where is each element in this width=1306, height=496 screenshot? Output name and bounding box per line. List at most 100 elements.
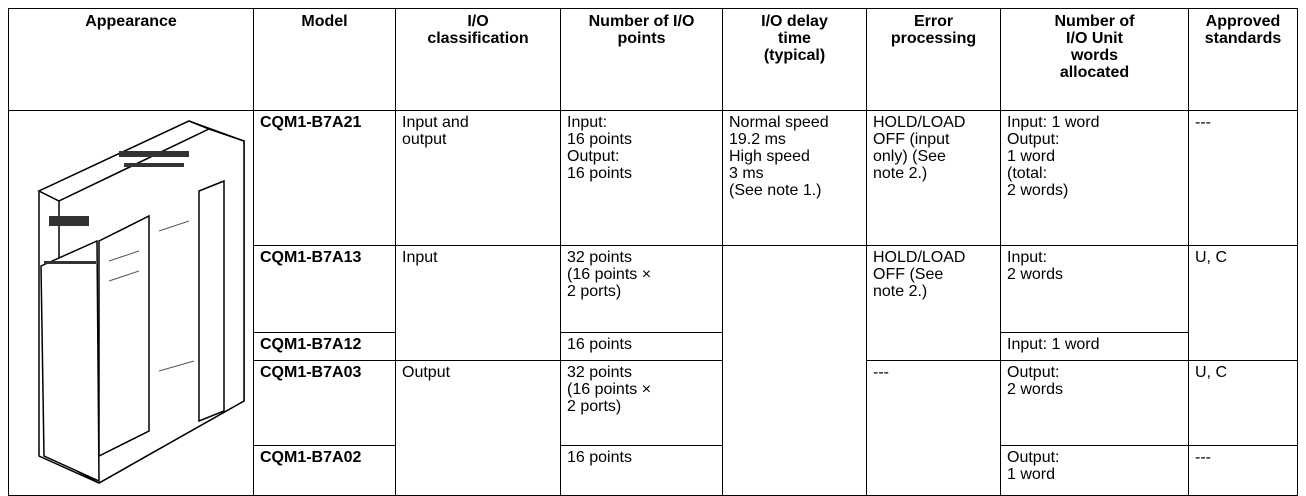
cell: Input: 1 word	[1000, 331, 1189, 361]
cell-line: time	[778, 30, 811, 47]
cell: ---	[1188, 445, 1298, 496]
cell-line: note 2.)	[873, 283, 928, 300]
cell-line: Input and	[402, 114, 469, 131]
header-cell: Error processing	[866, 8, 1001, 111]
cell-line: (See note 1.)	[729, 182, 822, 199]
cell-line: Input: 1 word	[1007, 114, 1100, 131]
cell-line: CQM1-B7A02	[260, 449, 362, 466]
cell: Input	[395, 245, 561, 361]
row: CQM1-B7A12 16 points Input: 1 word	[9, 331, 1298, 361]
cell-line: (16 points ×	[567, 380, 652, 398]
cell-line: standards	[1204, 30, 1282, 47]
cell: HOLD/LOAD OFF (input only) (See note 2.)	[866, 110, 1001, 246]
cell-line: Input:	[1007, 249, 1048, 266]
cell-line: 3 ms	[729, 165, 764, 182]
header-cell: Appearance	[8, 8, 254, 111]
cell-line: HOLD/LOAD	[873, 249, 966, 266]
cell: Normal speed 19.2 ms High speed 3 ms (See no…	[722, 110, 867, 246]
cell-line: Output	[402, 363, 451, 381]
cell-line: Output:	[1007, 131, 1060, 148]
row: CQM1-B7A02 16 points Output: 1 word ---	[9, 445, 1298, 496]
cell: 32 points (16 points × 2 ports)	[560, 245, 723, 333]
model-cell: CQM1-B7A21	[253, 110, 396, 246]
spec-table: Appearance Model I/O classification Numbe…	[8, 8, 1298, 496]
cell-line: High speed	[729, 148, 810, 165]
cell-line: Number of I/O	[588, 13, 695, 30]
cell-line: note 2.)	[873, 165, 928, 182]
cell: Input and output	[395, 110, 561, 246]
cell: ---	[866, 359, 1001, 496]
cell: Input: 16 points Output: 16 points	[560, 110, 723, 246]
cell-line: Output:	[567, 148, 620, 165]
cell-line: Error	[913, 13, 954, 30]
cell-line: 1 word	[1007, 148, 1056, 165]
cell: Output	[395, 359, 561, 496]
cell-line: Output:	[1007, 449, 1060, 466]
cell	[722, 245, 867, 496]
cell-line: 19.2 ms	[729, 131, 786, 148]
cell-line: points	[617, 30, 666, 47]
header-cell: Approved standards	[1188, 8, 1298, 111]
cell-line: Output:	[1007, 363, 1060, 381]
cell-line: 16 points	[567, 449, 632, 466]
cell: Output: 1 word	[1000, 445, 1189, 496]
cell-line: 32 points	[567, 249, 632, 266]
cell-line: 2 words)	[1007, 182, 1069, 199]
cell: HOLD/LOAD OFF (See note 2.)	[866, 245, 1001, 361]
cell-line: Appearance	[85, 13, 177, 30]
cell-line: CQM1-B7A03	[260, 363, 362, 381]
cell-line: 1 word	[1007, 466, 1056, 483]
model-cell: CQM1-B7A12	[253, 331, 396, 361]
cell-line: 2 ports)	[567, 397, 622, 415]
model-cell: CQM1-B7A02	[253, 445, 396, 496]
cell: U, C	[1188, 245, 1298, 361]
cell-line: processing	[890, 30, 977, 47]
cell-line: (typical)	[763, 47, 826, 64]
cell-line: 32 points	[567, 363, 632, 381]
cell-line: Input:	[567, 114, 608, 131]
module-illustration	[37, 120, 245, 484]
cell-line: Number of	[1054, 13, 1135, 30]
cell-line: 16 points	[567, 335, 632, 353]
cell-line: 2 words	[1007, 266, 1064, 283]
cell-line: only) (See	[873, 148, 946, 165]
cell-line: Normal speed	[729, 114, 829, 131]
row: CQM1-B7A21 Input and output Input: 16 poin…	[8, 110, 1298, 496]
cell-line: Input	[402, 249, 438, 266]
model-cell: CQM1-B7A03	[253, 359, 396, 446]
model-cell: CQM1-B7A13	[253, 245, 396, 333]
cell-line: Model	[301, 13, 348, 30]
header-cell: Model	[253, 8, 396, 111]
header-cell: Number of I/O Unit words allocated	[1000, 8, 1189, 111]
header-cell: Number of I/O points	[560, 8, 723, 111]
cell-line: U, C	[1195, 363, 1227, 381]
row: CQM1-B7A03 Output 32 points (16 points × 2…	[9, 359, 1298, 496]
cell-line: OFF (input	[873, 131, 950, 148]
cell-line: I/O	[467, 13, 489, 30]
cell: 32 points (16 points × 2 ports)	[560, 359, 723, 446]
cell-line: 16 points	[567, 165, 632, 182]
appearance-cell	[8, 110, 254, 496]
cell-line: CQM1-B7A13	[260, 249, 362, 266]
header-cell: I/O delay time (typical)	[722, 8, 867, 111]
cell-line: HOLD/LOAD	[873, 114, 966, 131]
cell-line: U, C	[1195, 249, 1227, 266]
cell-line: ---	[1195, 449, 1211, 466]
cell-line: words	[1070, 47, 1119, 64]
cell: ---	[1188, 110, 1298, 246]
cell: U, C	[1188, 359, 1298, 446]
cell: Output: 2 words	[1000, 359, 1189, 446]
cell-line: OFF (See	[873, 266, 944, 283]
cell-line: 2 ports)	[567, 283, 622, 300]
cell: Input: 1 word Output: 1 word (total: 2 words…	[1000, 110, 1189, 246]
header-row: Appearance Model I/O classification Numbe…	[8, 8, 1298, 111]
cell-line: I/O Unit	[1066, 30, 1123, 47]
cell: 16 points	[560, 331, 723, 361]
cell-line: I/O delay	[761, 13, 828, 30]
cell-line: (16 points ×	[567, 266, 652, 283]
cell-line: ---	[873, 363, 889, 381]
cell-line: classification	[427, 30, 529, 47]
cell-line: CQM1-B7A21	[260, 114, 362, 131]
cell-line: Approved	[1205, 13, 1281, 30]
